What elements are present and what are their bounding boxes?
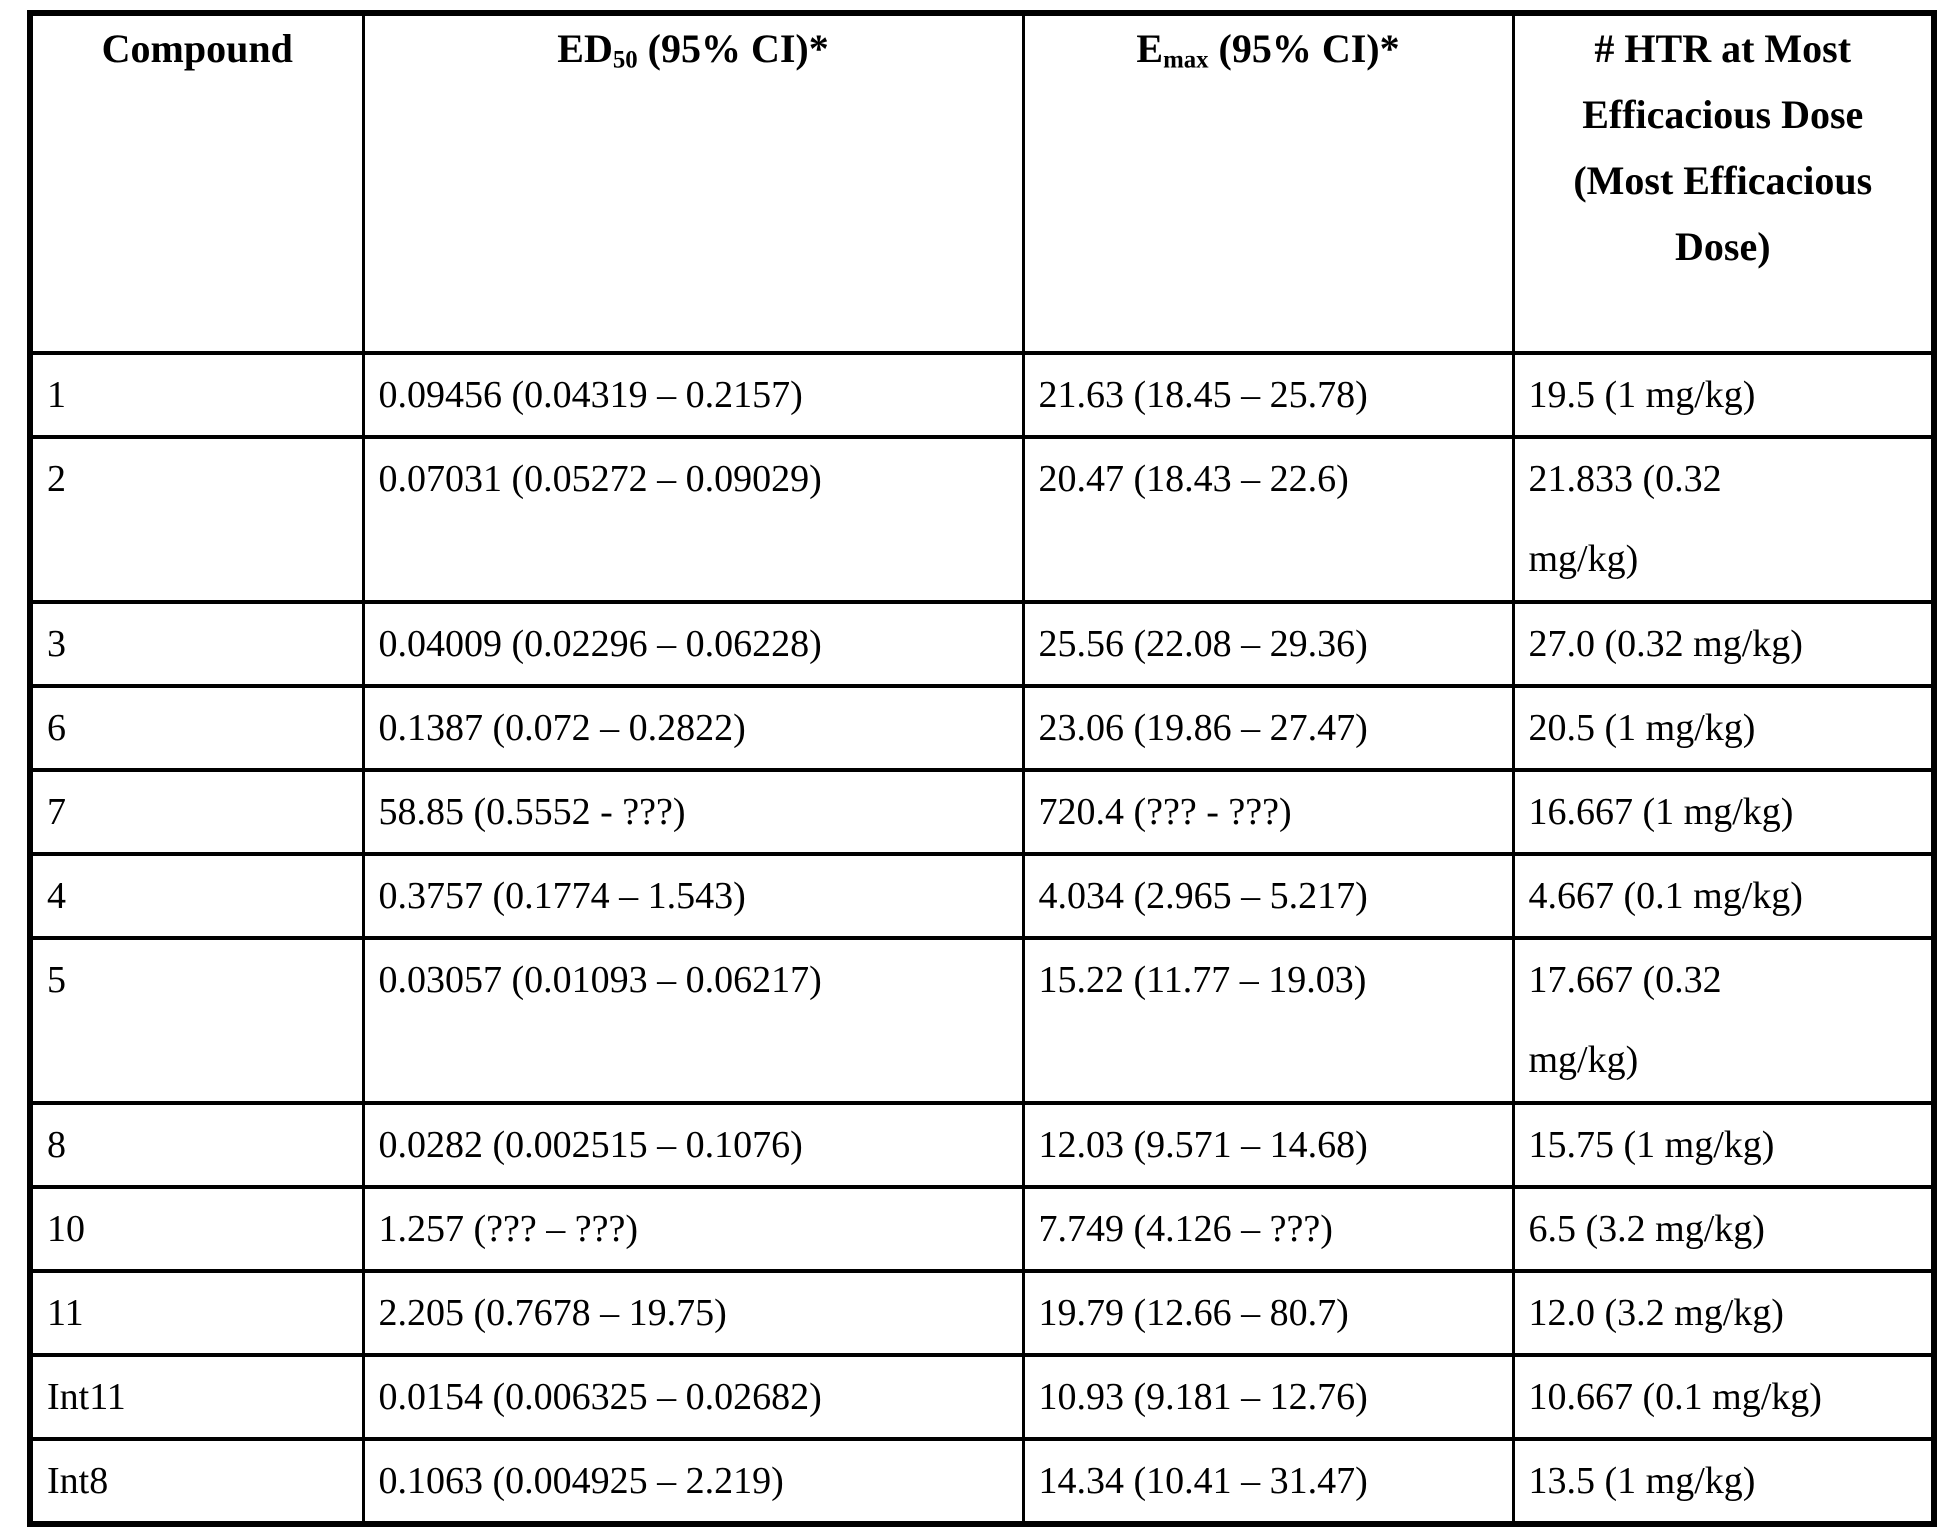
header-emax-subscript: max bbox=[1163, 46, 1209, 74]
compound-cell: 10 bbox=[28, 1185, 365, 1273]
header-row: Compound ED50 (95% CI)* Emax (95% CI)* #… bbox=[28, 11, 1936, 355]
ed50-cell: 1.257 (??? – ???) bbox=[361, 1185, 1025, 1273]
ed50-cell: 0.3757 (0.1774 – 1.543) bbox=[361, 852, 1025, 940]
emax-cell: 4.034 (2.965 – 5.217) bbox=[1021, 852, 1515, 940]
table-row: 6 0.1387 (0.072 – 0.2822) 23.06 (19.86 –… bbox=[28, 684, 1936, 772]
table-row: Int11 0.0154 (0.006325 – 0.02682) 10.93 … bbox=[28, 1353, 1936, 1441]
htr-cell: 20.5 (1 mg/kg) bbox=[1511, 684, 1936, 772]
htr-cell: 15.75 (1 mg/kg) bbox=[1511, 1101, 1936, 1189]
emax-cell: 12.03 (9.571 – 14.68) bbox=[1021, 1101, 1515, 1189]
emax-cell: 14.34 (10.41 – 31.47) bbox=[1021, 1437, 1515, 1526]
table-row: 7 58.85 (0.5552 - ???) 720.4 (??? - ???)… bbox=[28, 768, 1936, 856]
header-ed50-subscript: 50 bbox=[612, 46, 638, 74]
htr-cell: 6.5 (3.2 mg/kg) bbox=[1511, 1185, 1936, 1273]
compound-cell: 5 bbox=[28, 936, 365, 1105]
table-row: 3 0.04009 (0.02296 – 0.06228) 25.56 (22.… bbox=[28, 600, 1936, 688]
header-emax-base: E bbox=[1136, 26, 1164, 71]
compound-cell: 2 bbox=[28, 435, 365, 604]
compound-cell: 3 bbox=[28, 600, 365, 688]
header-emax: Emax (95% CI)* bbox=[1021, 11, 1515, 355]
emax-cell: 23.06 (19.86 – 27.47) bbox=[1021, 684, 1515, 772]
header-compound: Compound bbox=[28, 11, 365, 355]
compound-cell: 11 bbox=[28, 1269, 365, 1357]
header-ed50-base: ED bbox=[557, 26, 613, 71]
compound-cell: 8 bbox=[28, 1101, 365, 1189]
htr-cell: 13.5 (1 mg/kg) bbox=[1511, 1437, 1936, 1526]
header-ed50-rest: (95% CI)* bbox=[637, 26, 829, 71]
htr-cell: 27.0 (0.32 mg/kg) bbox=[1511, 600, 1936, 688]
results-table: Compound ED50 (95% CI)* Emax (95% CI)* #… bbox=[27, 10, 1937, 1527]
htr-cell: 16.667 (1 mg/kg) bbox=[1511, 768, 1936, 856]
table-row: 4 0.3757 (0.1774 – 1.543) 4.034 (2.965 –… bbox=[28, 852, 1936, 940]
compound-cell: 1 bbox=[28, 351, 365, 439]
table-row: 1 0.09456 (0.04319 – 0.2157) 21.63 (18.4… bbox=[28, 351, 1936, 439]
ed50-cell: 0.09456 (0.04319 – 0.2157) bbox=[361, 351, 1025, 439]
compound-cell: 4 bbox=[28, 852, 365, 940]
htr-cell: 19.5 (1 mg/kg) bbox=[1511, 351, 1936, 439]
ed50-cell: 2.205 (0.7678 – 19.75) bbox=[361, 1269, 1025, 1357]
htr-cell: 21.833 (0.32 mg/kg) bbox=[1511, 435, 1936, 604]
table-row: 11 2.205 (0.7678 – 19.75) 19.79 (12.66 –… bbox=[28, 1269, 1936, 1357]
ed50-cell: 0.03057 (0.01093 – 0.06217) bbox=[361, 936, 1025, 1105]
ed50-cell: 0.1063 (0.004925 – 2.219) bbox=[361, 1437, 1025, 1526]
htr-cell: 10.667 (0.1 mg/kg) bbox=[1511, 1353, 1936, 1441]
ed50-cell: 0.1387 (0.072 – 0.2822) bbox=[361, 684, 1025, 772]
compound-cell: 7 bbox=[28, 768, 365, 856]
emax-cell: 21.63 (18.45 – 25.78) bbox=[1021, 351, 1515, 439]
table-row: 8 0.0282 (0.002515 – 0.1076) 12.03 (9.57… bbox=[28, 1101, 1936, 1189]
emax-cell: 720.4 (??? - ???) bbox=[1021, 768, 1515, 856]
emax-cell: 20.47 (18.43 – 22.6) bbox=[1021, 435, 1515, 604]
header-htr: # HTR at Most Efficacious Dose (Most Eff… bbox=[1511, 11, 1936, 355]
compound-cell: Int11 bbox=[28, 1353, 365, 1441]
compound-cell: Int8 bbox=[28, 1437, 365, 1526]
ed50-cell: 0.0154 (0.006325 – 0.02682) bbox=[361, 1353, 1025, 1441]
ed50-cell: 0.0282 (0.002515 – 0.1076) bbox=[361, 1101, 1025, 1189]
table-row: 5 0.03057 (0.01093 – 0.06217) 15.22 (11.… bbox=[28, 936, 1936, 1105]
htr-cell: 4.667 (0.1 mg/kg) bbox=[1511, 852, 1936, 940]
table-row: Int8 0.1063 (0.004925 – 2.219) 14.34 (10… bbox=[28, 1437, 1936, 1526]
ed50-cell: 0.07031 (0.05272 – 0.09029) bbox=[361, 435, 1025, 604]
emax-cell: 7.749 (4.126 – ???) bbox=[1021, 1185, 1515, 1273]
table-row: 2 0.07031 (0.05272 – 0.09029) 20.47 (18.… bbox=[28, 435, 1936, 604]
header-ed50: ED50 (95% CI)* bbox=[361, 11, 1025, 355]
emax-cell: 25.56 (22.08 – 29.36) bbox=[1021, 600, 1515, 688]
emax-cell: 19.79 (12.66 – 80.7) bbox=[1021, 1269, 1515, 1357]
ed50-cell: 58.85 (0.5552 - ???) bbox=[361, 768, 1025, 856]
htr-cell: 17.667 (0.32 mg/kg) bbox=[1511, 936, 1936, 1105]
compound-cell: 6 bbox=[28, 684, 365, 772]
htr-cell: 12.0 (3.2 mg/kg) bbox=[1511, 1269, 1936, 1357]
ed50-cell: 0.04009 (0.02296 – 0.06228) bbox=[361, 600, 1025, 688]
header-emax-rest: (95% CI)* bbox=[1208, 26, 1400, 71]
table-row: 10 1.257 (??? – ???) 7.749 (4.126 – ???)… bbox=[28, 1185, 1936, 1273]
emax-cell: 15.22 (11.77 – 19.03) bbox=[1021, 936, 1515, 1105]
emax-cell: 10.93 (9.181 – 12.76) bbox=[1021, 1353, 1515, 1441]
